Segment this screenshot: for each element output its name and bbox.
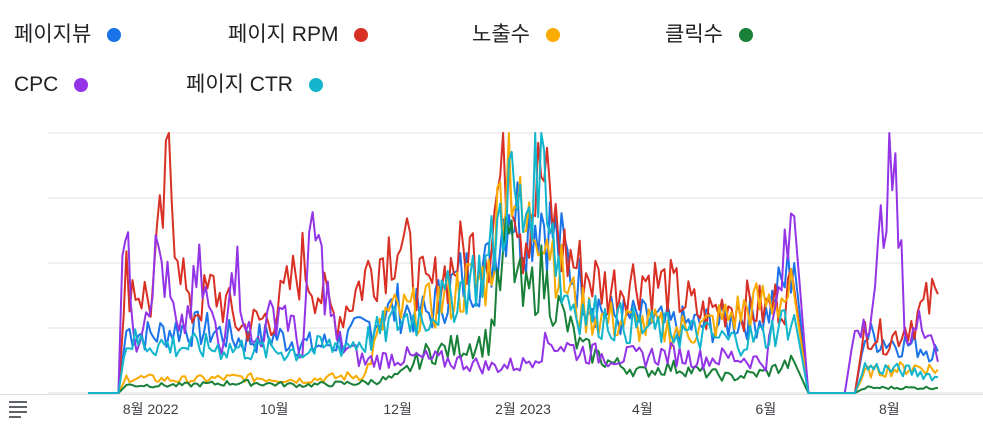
legend-label: 페이지 RPM [228, 23, 339, 46]
legend-dot-icon [545, 28, 560, 42]
x-tick-label-6: 8월 [878, 401, 900, 417]
x-tick-label-4: 4월 [632, 401, 653, 417]
legend-item-page-ctr[interactable]: 페이지 CTR [186, 72, 323, 98]
x-tick-label-2: 12월 [383, 401, 412, 417]
legend-dot-icon [107, 28, 122, 42]
x-tick-label-0: 8월 2022 [122, 401, 179, 417]
x-axis-bar [0, 394, 983, 425]
legend-label: 클릭수 [665, 23, 723, 46]
chart-legend: 페이지뷰 페이지 RPM 노출수 클릭수 CPC 페이지 CTR [0, 0, 983, 110]
legend-label: 페이지뷰 [14, 23, 92, 46]
menu-lines-icon[interactable] [9, 401, 27, 418]
legend-label: 노출수 [472, 23, 530, 46]
series-line-5 [88, 132, 939, 394]
x-tick-label-1: 10월 [259, 401, 289, 417]
legend-dot-icon [354, 28, 369, 42]
x-tick-label-3: 2월 2023 [495, 401, 551, 417]
legend-dot-icon [738, 28, 753, 42]
legend-label: 페이지 CTR [186, 73, 293, 96]
series-line-2 [88, 132, 939, 394]
series-line-3 [88, 216, 939, 394]
legend-item-page-rpm[interactable]: 페이지 RPM [228, 22, 369, 48]
legend-dot-icon [308, 78, 323, 92]
legend-item-cpc[interactable]: CPC [14, 72, 89, 98]
legend-label: CPC [14, 73, 59, 96]
legend-item-impressions[interactable]: 노출수 [472, 22, 560, 48]
legend-dot-icon [74, 78, 89, 92]
legend-item-clicks[interactable]: 클릭수 [665, 22, 753, 48]
x-tick-label-5: 6월 [755, 401, 777, 417]
series-line-4 [88, 132, 939, 394]
legend-item-pageviews[interactable]: 페이지뷰 [14, 22, 122, 48]
